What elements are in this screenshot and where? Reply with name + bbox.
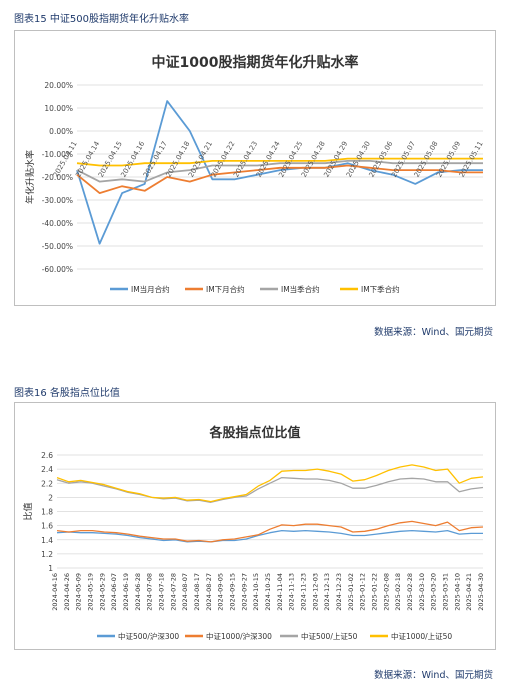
fig15-ytick-label: 0.00% [49,127,73,136]
fig16-xtick-label: 2025-04-10 [453,573,461,611]
fig16-legend-label-4: 中证1000/上证50 [391,631,452,641]
fig16-xtick-label: 2024-05-09 [75,573,83,611]
fig16-xtick-label: 2024-11-04 [276,573,284,611]
fig15-ytick-label: -60.00% [42,265,73,274]
fig15-legend-label-2: IM下月合约 [206,284,245,294]
fig16-xtick-label: 2024-11-23 [300,573,308,611]
fig16-xtick-label: 2024-10-15 [252,573,260,611]
fig16-xtick-label: 2025-01-02 [347,573,355,611]
fig16-xtick-label: 2024-07-28 [169,573,177,611]
fig15-series-line-4 [76,157,483,167]
fig16-xtick-label: 2024-05-29 [98,573,106,611]
fig16-xtick-label: 2024-05-19 [87,573,95,611]
fig15-series-line-1 [76,100,483,245]
fig16-xtick-label: 2024-06-07 [110,573,118,611]
fig16-xtick-label: 2024-11-13 [288,573,296,611]
fig16-xtick-label: 2024-07-08 [146,573,154,611]
fig16-ytick-label: 2 [48,493,53,502]
fig16-series-line-3 [56,476,484,503]
fig16-xtick-label: 2025-02-28 [406,573,414,611]
fig16-legend-label-2: 中证1000/沪深300 [206,631,272,641]
figure15-panel: 中证1000股指期货年化升贴水率年化升贴水率 20.00% 10.00% 0.00% -… [14,30,496,306]
fig15-ytick-label: -10.00% [42,150,73,159]
fig16-xtick-label: 2024-09-27 [240,573,248,611]
fig16-series-line-2 [56,520,484,543]
fig16-xtick-label: 2025-04-30 [477,573,485,611]
fig16-xtick-label: 2024-07-18 [158,573,166,611]
fig16-xtick-label: 2025-03-20 [430,573,438,611]
fig16-legend-label-3: 中证500/上证50 [301,631,358,641]
fig15-legend-label-4: IM下季合约 [361,284,400,294]
fig16-xtick-label: 2024-12-13 [323,573,331,611]
fig16-xtick-label: 2024-12-03 [311,573,319,611]
fig16-xtick-label: 2024-09-05 [217,573,225,611]
fig16-xtick-label: 2024-10-25 [264,573,272,611]
fig16-xtick-label: 2025-03-31 [442,573,450,611]
fig16-xtick-label: 2025-01-12 [359,573,367,611]
fig15-ytick-label: -30.00% [42,196,73,205]
fig16-xtick-label: 2025-04-21 [465,573,473,611]
fig15-legend-label-1: IM当月合约 [131,284,170,294]
fig15-ytick-label: -20.00% [42,173,73,182]
fig16-xtick-label: 2024-09-15 [229,573,237,611]
fig16-ytick-label: 1 [48,564,53,573]
fig15-title: 中证1000股指期货年化升贴水率 [152,54,359,71]
fig16-xtick-label: 2025-03-10 [418,573,426,611]
fig16-xtick-label: 2024-08-27 [205,573,213,611]
fig16-xtick-label: 2024-08-07 [181,573,189,611]
fig16-series-line-1 [56,529,483,543]
fig15-ytick-label: -50.00% [42,242,73,251]
fig16-xtick-label: 2024-04-16 [51,573,59,611]
fig16-ytick-label: 2.6 [41,451,53,460]
fig15-ytick-label: 10.00% [44,104,73,113]
fig15-ytick-label: 20.00% [44,81,73,90]
figure16-caption: 图表16 各股指点位比值 [14,388,120,399]
fig16-series-line-4 [56,464,484,503]
fig16-ytick-label: 2.2 [41,479,53,488]
fig15-series-line-2 [76,164,483,195]
fig15-ytick-label: -40.00% [42,219,73,228]
fig16-xtick-label: 2024-08-17 [193,573,201,611]
fig16-xtick-label: 2024-06-19 [122,573,130,611]
fig16-legend-label-1: 中证500/沪深300 [118,631,179,641]
fig16-xtick-label: 2025-02-08 [382,573,390,611]
fig16-title: 各股指点位比值 [208,425,300,441]
figure16-panel: 各股指点位比值 比值 2.6 2.4 2.2 2 1.8 1.6 1.4 1.2 1 2024-04-… [14,402,496,650]
fig16-ytick-label: 1.6 [41,522,53,531]
figure16-source: 数据来源：Wind、国元期货 [374,670,493,681]
fig15-ylabel: 年化升贴水率 [24,150,36,204]
figure15-source: 数据来源：Wind、国元期货 [374,327,493,338]
fig16-ytick-label: 1.2 [41,550,53,559]
figure15-caption: 图表15 中证500股指期货年化升贴水率 [14,14,189,25]
fig16-xtick-label: 2025-01-22 [371,573,379,611]
fig16-xtick-label: 2024-06-28 [134,573,142,611]
fig16-ytick-label: 1.4 [41,536,53,545]
fig16-ylabel: 比值 [22,502,34,520]
fig16-ytick-label: 1.8 [41,508,53,517]
fig16-xtick-label: 2024-12-23 [335,573,343,611]
figure16-chart: 各股指点位比值比值2.62.42.221.81.61.41.212024-04-… [22,425,485,641]
fig16-xtick-label: 2024-04-26 [63,573,71,611]
fig16-ytick-label: 2.4 [41,465,53,474]
fig16-xtick-label: 2025-02-18 [394,573,402,611]
fig15-series-line-3 [76,159,483,183]
fig15-legend-label-3: IM当季合约 [281,284,320,294]
